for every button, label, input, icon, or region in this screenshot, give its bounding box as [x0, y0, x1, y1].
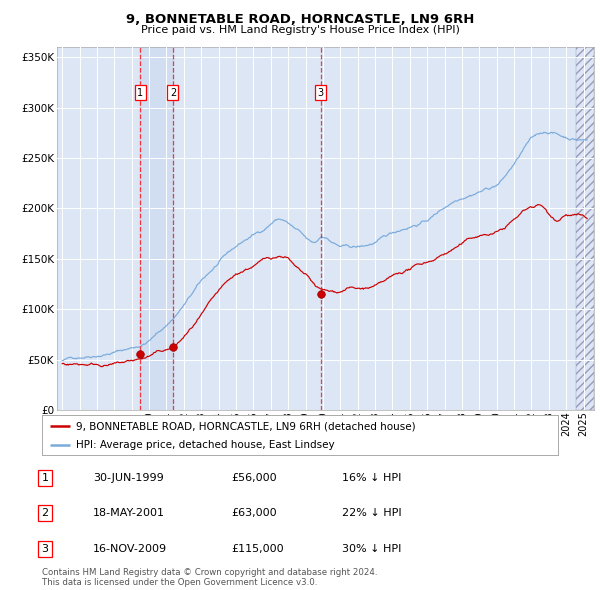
Text: 30-JUN-1999: 30-JUN-1999: [93, 473, 164, 483]
Text: 3: 3: [318, 87, 324, 97]
Text: 2: 2: [41, 509, 49, 518]
Text: 3: 3: [41, 544, 49, 553]
Text: HPI: Average price, detached house, East Lindsey: HPI: Average price, detached house, East…: [76, 440, 334, 450]
Text: 30% ↓ HPI: 30% ↓ HPI: [342, 544, 401, 553]
Text: 1: 1: [137, 87, 143, 97]
Text: Contains HM Land Registry data © Crown copyright and database right 2024.
This d: Contains HM Land Registry data © Crown c…: [42, 568, 377, 587]
Text: 1: 1: [41, 473, 49, 483]
Text: 2: 2: [170, 87, 176, 97]
Text: £115,000: £115,000: [231, 544, 284, 553]
Text: £56,000: £56,000: [231, 473, 277, 483]
Text: 18-MAY-2001: 18-MAY-2001: [93, 509, 165, 518]
Text: 9, BONNETABLE ROAD, HORNCASTLE, LN9 6RH (detached house): 9, BONNETABLE ROAD, HORNCASTLE, LN9 6RH …: [76, 421, 415, 431]
Text: 16% ↓ HPI: 16% ↓ HPI: [342, 473, 401, 483]
Text: 9, BONNETABLE ROAD, HORNCASTLE, LN9 6RH: 9, BONNETABLE ROAD, HORNCASTLE, LN9 6RH: [126, 13, 474, 26]
Text: 16-NOV-2009: 16-NOV-2009: [93, 544, 167, 553]
Bar: [140, 47, 173, 410]
Text: Price paid vs. HM Land Registry's House Price Index (HPI): Price paid vs. HM Land Registry's House …: [140, 25, 460, 35]
Text: £63,000: £63,000: [231, 509, 277, 518]
Text: 22% ↓ HPI: 22% ↓ HPI: [342, 509, 401, 518]
